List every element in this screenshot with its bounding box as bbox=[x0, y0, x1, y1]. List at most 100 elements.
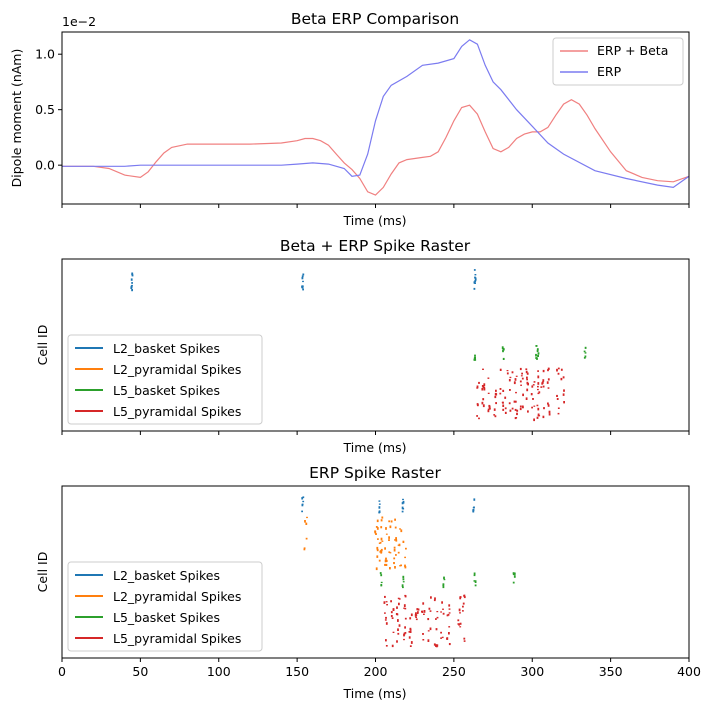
spike-mark bbox=[403, 604, 406, 607]
spike-mark bbox=[397, 597, 400, 600]
spike-mark bbox=[473, 358, 476, 361]
panel3-x-ticks: 0 50 100 150 200 250 300 350 400 bbox=[58, 658, 701, 679]
spike-mark bbox=[478, 381, 480, 384]
spike-mark bbox=[556, 394, 558, 397]
spike-mark bbox=[434, 597, 436, 600]
spike-mark bbox=[302, 500, 305, 503]
spike-mark bbox=[376, 555, 379, 558]
spike-mark bbox=[378, 506, 381, 509]
spike-mark bbox=[547, 367, 550, 369]
spike-mark bbox=[487, 377, 490, 379]
spike-mark bbox=[393, 546, 396, 549]
spike-mark bbox=[404, 626, 406, 629]
spike-mark bbox=[423, 610, 426, 613]
spike-mark bbox=[536, 348, 539, 351]
spike-mark bbox=[542, 385, 545, 388]
spike-mark bbox=[428, 607, 431, 610]
spike-mark bbox=[537, 407, 540, 411]
spike-mark bbox=[493, 414, 496, 416]
x-tick-label: 400 bbox=[677, 664, 701, 679]
spike-mark bbox=[501, 346, 504, 349]
spike-mark bbox=[401, 584, 404, 587]
legend-label-erp-beta: ERP + Beta bbox=[597, 43, 668, 58]
spike-mark bbox=[537, 414, 540, 417]
spike-mark bbox=[560, 377, 563, 381]
spike-mark bbox=[379, 572, 382, 575]
spike-mark bbox=[404, 566, 407, 569]
panel2-title: Beta + ERP Spike Raster bbox=[280, 237, 471, 255]
spike-mark bbox=[473, 580, 476, 582]
spike-mark bbox=[443, 578, 446, 581]
spike-mark bbox=[415, 618, 418, 621]
p3-legend-label-l2-basket: L2_basket Spikes bbox=[113, 568, 220, 583]
spike-mark bbox=[402, 581, 405, 583]
series-line-1 bbox=[62, 39, 690, 189]
spike-mark bbox=[400, 564, 402, 567]
spike-mark bbox=[502, 349, 504, 353]
spike-mark bbox=[416, 612, 419, 614]
spike-mark bbox=[472, 508, 475, 511]
spike-mark bbox=[533, 381, 536, 383]
spike-mark bbox=[516, 409, 519, 412]
spike-mark bbox=[514, 400, 517, 403]
spike-mark bbox=[533, 418, 535, 422]
spike-mark bbox=[457, 619, 460, 622]
panel1-x-label: Time (ms) bbox=[342, 213, 406, 228]
spike-mark bbox=[417, 608, 420, 611]
spike-mark bbox=[463, 596, 466, 599]
spike-mark bbox=[525, 370, 528, 374]
spike-mark bbox=[547, 378, 550, 381]
spike-mark bbox=[547, 368, 550, 370]
spike-mark bbox=[397, 544, 400, 546]
spike-mark bbox=[520, 375, 523, 377]
spike-mark bbox=[389, 525, 392, 529]
spike-mark bbox=[448, 612, 451, 614]
spike-mark bbox=[392, 631, 395, 633]
spike-mark bbox=[473, 269, 476, 271]
panel3-y-label: Cell ID bbox=[35, 552, 50, 593]
spike-mark bbox=[502, 408, 505, 411]
spike-mark bbox=[459, 622, 462, 625]
series-line-0 bbox=[62, 99, 690, 196]
panel2-y-label: Cell ID bbox=[35, 325, 50, 366]
spike-mark bbox=[520, 384, 522, 386]
spike-mark bbox=[379, 551, 382, 553]
spike-mark bbox=[380, 584, 383, 586]
spike-mark bbox=[392, 608, 395, 611]
spike-mark bbox=[404, 617, 407, 620]
spike-mark bbox=[527, 410, 529, 413]
spike-mark bbox=[408, 631, 411, 633]
spike-mark bbox=[547, 387, 550, 389]
spike-mark bbox=[378, 500, 381, 502]
panel1-plot-area bbox=[62, 39, 690, 196]
x-tick-label: 0 bbox=[58, 664, 66, 679]
spike-mark bbox=[302, 496, 305, 499]
spike-mark bbox=[474, 282, 476, 284]
spike-mark bbox=[563, 401, 565, 404]
spike-mark bbox=[391, 617, 394, 619]
spike-mark bbox=[536, 416, 539, 419]
spike-mark bbox=[537, 385, 539, 388]
spike-mark bbox=[394, 518, 396, 521]
x-tick-label: 100 bbox=[207, 664, 231, 679]
spike-mark bbox=[380, 519, 383, 522]
panel1-offset-text: 1e−2 bbox=[62, 14, 96, 29]
spike-mark bbox=[513, 572, 516, 575]
spike-mark bbox=[535, 353, 537, 357]
spike-mark bbox=[384, 547, 386, 550]
spike-mark bbox=[502, 401, 504, 404]
spike-mark bbox=[442, 583, 445, 586]
spike-mark bbox=[474, 277, 477, 279]
panel3-legend: L2_basket Spikes L2_pyramidal Spikes L5_… bbox=[67, 561, 263, 652]
spike-mark bbox=[537, 352, 540, 355]
spike-mark bbox=[516, 412, 518, 416]
spike-mark bbox=[541, 381, 544, 384]
spike-mark bbox=[386, 604, 388, 606]
spike-mark bbox=[409, 617, 412, 620]
spike-mark bbox=[504, 396, 507, 399]
spike-mark bbox=[429, 610, 432, 612]
spike-mark bbox=[481, 387, 484, 391]
spike-mark bbox=[504, 411, 507, 414]
spike-mark bbox=[403, 607, 405, 609]
spike-mark bbox=[448, 608, 451, 610]
